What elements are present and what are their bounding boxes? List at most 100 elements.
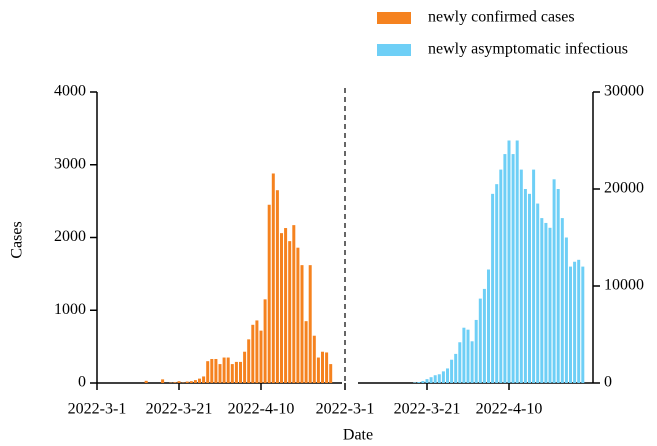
bar [222,357,226,383]
bar [292,225,296,383]
bar [173,382,177,383]
bar [466,329,470,383]
bar [503,154,507,383]
legend-label: newly confirmed cases [428,9,575,26]
y-tick-label: 0 [604,374,612,391]
y-axis-label: Cases [9,221,26,258]
y-tick-label: 4000 [54,83,86,100]
bar [552,179,556,383]
bar [296,247,300,383]
bar [210,358,214,383]
bar [470,341,474,383]
bar [251,324,255,383]
bar [458,342,462,383]
bar [214,358,218,383]
x-tick-label: 2022-4-10 [228,401,295,418]
y-tick-label: 10000 [604,277,644,294]
bar [202,376,206,383]
bar [523,189,527,383]
bar [421,381,425,383]
bar [548,227,552,383]
bar [536,203,540,383]
bar [446,368,449,383]
bar [577,259,581,383]
bar [515,140,519,383]
y-tick-label: 30000 [604,83,644,100]
bar [425,379,429,383]
bar [193,380,197,383]
bar [300,265,304,383]
bar [556,189,560,383]
y-tick-label: 3000 [54,155,86,172]
bar [487,269,490,383]
bar [234,361,238,383]
x-tick-label: 2022-3-1 [316,401,375,418]
bar [316,357,320,383]
bar [454,353,458,383]
bar [482,288,486,383]
bar [325,352,329,383]
bar [263,299,267,383]
bar [271,173,275,383]
y-tick-label: 2000 [54,228,86,245]
bar [243,351,247,383]
bar [450,359,454,383]
y-tick-label: 20000 [604,180,644,197]
bar [499,169,503,383]
bar [280,233,283,383]
bar [491,193,495,383]
bar [433,375,437,383]
x-axis-label: Date [343,427,373,444]
bar [581,266,585,383]
bar [218,364,222,383]
bar [495,184,499,383]
bar [267,204,271,383]
bar [540,218,544,383]
bar [259,330,263,383]
bar [528,193,531,383]
bar [275,190,279,383]
bar [462,327,466,383]
bar [177,381,181,383]
bar [161,379,165,383]
bar [255,320,259,383]
bar [532,169,536,383]
legend-swatch [377,44,411,56]
x-tick-label: 2022-3-21 [146,401,213,418]
bar [226,357,230,383]
bar [284,228,288,383]
bar [304,321,308,383]
bar [564,237,568,383]
legend-swatch [377,12,411,24]
bar [478,298,482,383]
y-tick-label: 0 [78,374,86,391]
bar [560,218,564,383]
bar [144,380,148,383]
bar [312,335,316,383]
bar [308,265,312,383]
bar [239,361,242,383]
bar [437,374,441,383]
bar [511,154,515,383]
bar [189,381,193,383]
bar [417,382,421,383]
bar [329,364,333,383]
bar [321,351,324,383]
x-tick-label: 2022-4-10 [476,401,543,418]
bar [474,319,478,383]
bar [288,241,292,383]
x-tick-label: 2022-3-21 [394,401,461,418]
y-tick-label: 1000 [54,301,86,318]
bar [519,169,523,383]
bar [185,381,189,383]
legend-label: newly asymptomatic infectious [428,41,628,58]
bar [441,371,445,383]
x-tick-label: 2022-3-1 [68,401,127,418]
bar [429,377,433,383]
bar [573,261,577,383]
bar [206,361,210,383]
bar [247,339,251,383]
bar [230,364,234,383]
bar [198,378,201,383]
